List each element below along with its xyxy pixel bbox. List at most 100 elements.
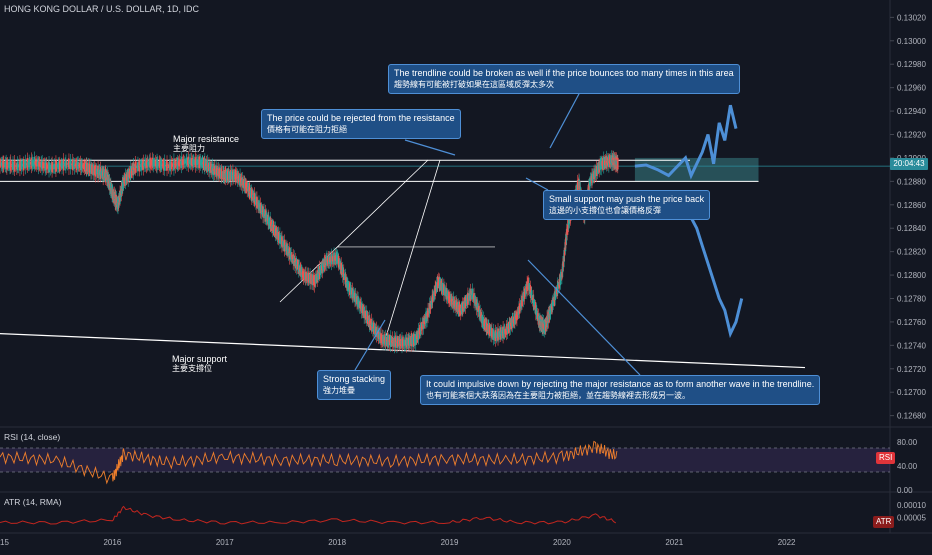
candle-body (310, 278, 313, 281)
candle-body (340, 262, 343, 274)
candle-body (471, 288, 474, 300)
wedge-lower-line (384, 159, 441, 341)
candle-body (426, 310, 428, 322)
time-tick-label: 2015 (0, 538, 9, 547)
callout-impulsive-zh: 也有可能來個大跌落因為在主要阻力被拒絕，並在趨勢線裡去形成另一波。 (426, 391, 690, 400)
price-tick-label: 0.12860 (897, 201, 926, 210)
time-tick-label: 2018 (328, 538, 346, 547)
atr-tag: ATR (873, 516, 895, 528)
candle-body (337, 255, 340, 268)
candle-body (287, 248, 290, 256)
candle-body (355, 296, 357, 301)
candle-body (262, 206, 264, 218)
major-resistance-label-zh: 主要阻力 (173, 144, 205, 153)
candle-body (443, 284, 445, 296)
callout-stacking-pointer (354, 319, 386, 371)
candle-body (370, 319, 373, 331)
candle-body (286, 243, 288, 256)
candle-body (529, 286, 532, 299)
candle-body (420, 322, 422, 335)
candle-body (341, 267, 344, 277)
callout-stacking-en: Strong stacking (323, 374, 386, 384)
candle-body (527, 277, 529, 290)
price-tick-label: 0.12720 (897, 365, 926, 374)
candle-body (473, 293, 475, 303)
price-tick-label: 0.12800 (897, 271, 926, 280)
chart-title: HONG KONG DOLLAR / U.S. DOLLAR, 1D, IDC (4, 4, 200, 14)
candle-body (290, 254, 293, 259)
candle-body (73, 160, 76, 170)
callout-stacking-zh: 強力堆疊 (323, 386, 355, 395)
candle-body (339, 261, 341, 270)
candle-body (427, 308, 429, 318)
callout-rejected-pointer (404, 139, 456, 156)
candle-body (256, 196, 258, 209)
candle-body (295, 260, 298, 270)
callout-rejected[interactable]: The price could be rejected from the res… (261, 109, 461, 139)
candle-body (206, 159, 209, 172)
candle-body (475, 299, 478, 310)
candle-body (560, 277, 562, 280)
candle-body (598, 161, 600, 173)
candle-body (419, 327, 421, 335)
candle-body (369, 320, 372, 327)
callout-impulsive[interactable]: It could impulsive down by rejecting the… (420, 375, 821, 405)
callout-trendline-zh: 趨勢線有可能被打破如果在這區域反彈太多次 (394, 80, 554, 89)
rsi-tick-label: 0.00 (897, 486, 913, 495)
price-tick-label: 0.12680 (897, 412, 926, 421)
major-resistance-label-en: Major resistance (173, 134, 240, 144)
candle-body (263, 209, 265, 219)
callout-impulsive-pointer (527, 259, 641, 376)
price-tick-label: 0.12760 (897, 318, 926, 327)
time-tick-label: 2020 (553, 538, 571, 547)
callout-trendline[interactable]: The trendline could be broken as well if… (388, 64, 740, 94)
candle-body (417, 328, 420, 341)
candle-body (474, 295, 476, 306)
rsi-tick-label: 80.00 (897, 438, 918, 447)
candle-body (367, 317, 370, 322)
candle-body (552, 298, 554, 306)
rsi-tag: RSI (876, 452, 896, 464)
candle-body (469, 288, 472, 302)
candle-body (449, 296, 451, 302)
callout-trendline-pointer (549, 91, 581, 149)
callout-small-support[interactable]: Small support may push the price back 這邊… (543, 190, 711, 220)
candle-body (363, 306, 365, 319)
price-tick-label: 0.12780 (897, 294, 926, 303)
major-support-label-en: Major support (172, 354, 228, 364)
price-tick-label: 0.12700 (897, 388, 926, 397)
atr-tick-label: 0.00010 (897, 501, 926, 510)
callout-small-support-pointer (525, 177, 549, 191)
candle-body (557, 284, 560, 288)
callout-stacking[interactable]: Strong stacking 強力堆疊 (317, 370, 392, 400)
price-tick-label: 0.12740 (897, 341, 926, 350)
price-tick-label: 0.12820 (897, 248, 926, 257)
candle-body (442, 286, 444, 290)
candle-body (549, 306, 552, 315)
candle-body (519, 305, 521, 309)
bullish-projection-path (634, 104, 738, 180)
candle-body (345, 276, 348, 286)
price-tick-label: 0.13020 (897, 13, 926, 22)
last-price-tag: 20:04:43 (890, 158, 928, 170)
candle-body (522, 291, 525, 302)
candle-body (533, 301, 536, 308)
candle-body (523, 288, 526, 299)
time-tick-label: 2022 (778, 538, 796, 547)
candle-body (554, 291, 557, 297)
price-tick-label: 0.12840 (897, 224, 926, 233)
time-tick-label: 2017 (216, 538, 234, 547)
candle-body (221, 171, 223, 177)
callout-rejected-en: The price could be rejected from the res… (267, 113, 455, 123)
candle-body (429, 301, 432, 309)
candle-body (166, 160, 168, 171)
rsi-tick-label: 40.00 (897, 462, 918, 471)
price-tick-label: 0.12880 (897, 177, 926, 186)
candle-body (421, 321, 424, 330)
candle-body (617, 157, 619, 170)
candle-body (444, 290, 447, 294)
candle-body (472, 294, 474, 297)
candle-body (528, 286, 531, 291)
